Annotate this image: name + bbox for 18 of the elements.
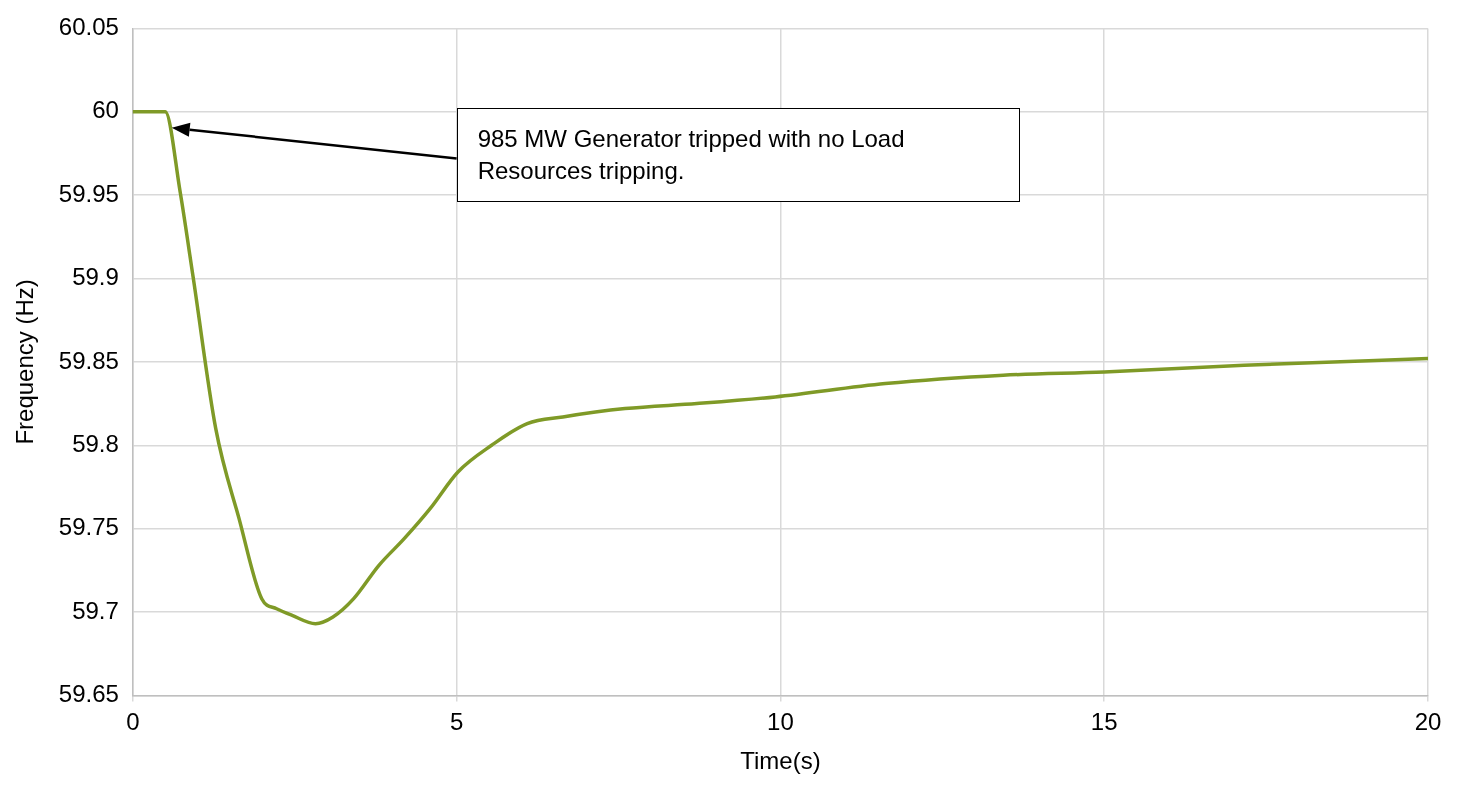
- y-tick-label: 59.8: [72, 429, 119, 457]
- y-tick-label: 59.95: [58, 179, 119, 207]
- x-tick-label: 15: [1090, 708, 1118, 736]
- line-series: [132, 110, 1428, 626]
- x-tick-label: 0: [126, 708, 140, 736]
- x-tick-label: 10: [767, 708, 794, 736]
- callout-box: 985 MW Generator tripped with no Load Resources tripping.: [456, 108, 1020, 203]
- x-axis-title: Time(s): [740, 747, 821, 775]
- y-axis-title: Frequency (Hz): [11, 279, 39, 445]
- x-tick-label: 5: [449, 708, 464, 736]
- y-tick-label: 59.7: [72, 596, 119, 624]
- x-tick-label: 20: [1414, 708, 1442, 736]
- y-tick-label: 59.9: [72, 263, 119, 291]
- y-tick-label: 59.65: [58, 680, 119, 708]
- y-tick-label: 59.75: [58, 513, 119, 541]
- y-tick-label: 60: [92, 96, 119, 124]
- y-tick-label: 59.85: [58, 346, 119, 374]
- y-tick-label: 60.05: [58, 13, 119, 41]
